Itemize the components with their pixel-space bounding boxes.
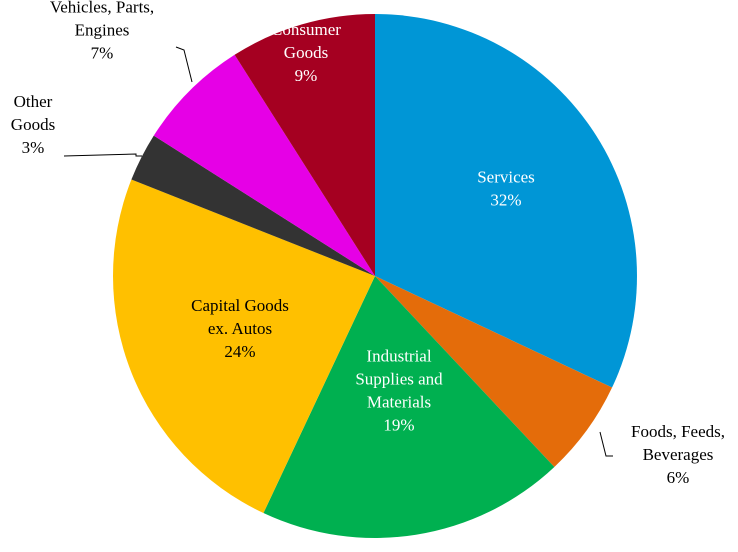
slice-name-line: Consumer	[271, 20, 341, 39]
slice-name-line: Industrial	[366, 346, 431, 365]
slice-name-line: Services	[477, 167, 535, 186]
slice-percent: 6%	[667, 468, 690, 487]
slice-label-2: Foods, Feeds, Beverages 6%	[631, 422, 725, 487]
slice-percent: 19%	[383, 415, 414, 434]
slice-label-3: Industrial Supplies and Materials 19%	[355, 346, 443, 434]
slice-name-line: Beverages	[643, 445, 714, 464]
leader-lines	[63, 46, 613, 457]
slice-name-line: Foods, Feeds,	[631, 422, 725, 441]
slice-label-5: Other Goods 3%	[11, 92, 55, 157]
slice-percent: 3%	[22, 138, 45, 157]
slice-percent: 32%	[490, 190, 521, 209]
slice-label-4: Capital Goods ex. Autos 24%	[191, 296, 289, 361]
slice-name-line: Capital Goods	[191, 296, 289, 315]
slice-name-line: Goods	[11, 115, 55, 134]
slice-name-line: Goods	[284, 43, 328, 62]
pie-slice-1	[375, 14, 637, 388]
leader-line-6	[175, 46, 193, 83]
slice-name-line: Materials	[367, 392, 431, 411]
pie-slice-2	[375, 276, 613, 467]
slice-name-line: Supplies and	[355, 369, 443, 388]
slice-labels: Services 32% Foods, Feeds, Beverages 6% Indus…	[11, 0, 725, 487]
slice-name-line: Vehicles, Parts,	[50, 0, 154, 16]
pie-slice-3	[263, 276, 555, 538]
leader-line-5	[63, 153, 142, 157]
slice-percent: 7%	[91, 43, 114, 62]
slice-percent: 9%	[295, 66, 318, 85]
slice-name-line: ex. Autos	[208, 319, 272, 338]
slice-label-7: Consumer Goods 9%	[271, 20, 341, 85]
slice-name-line: Other	[14, 92, 53, 111]
slice-name-line: Engines	[75, 20, 130, 39]
pie-slices	[113, 13, 637, 538]
pie-slice-7	[234, 13, 375, 276]
pie-slice-5	[131, 135, 375, 276]
pie-slice-4	[113, 179, 376, 514]
pie-slice-6	[153, 54, 375, 276]
leader-line-2	[599, 431, 613, 457]
slice-label-1: Services 32%	[477, 167, 535, 209]
slice-percent: 24%	[224, 342, 255, 361]
